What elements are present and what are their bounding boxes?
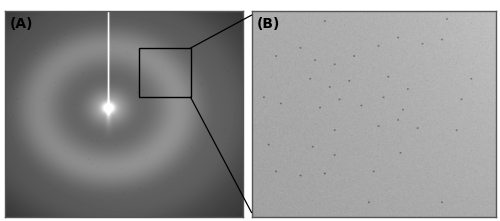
Text: (A): (A) (10, 17, 34, 31)
Text: (B): (B) (256, 17, 280, 31)
Bar (140, 48, 190, 97)
